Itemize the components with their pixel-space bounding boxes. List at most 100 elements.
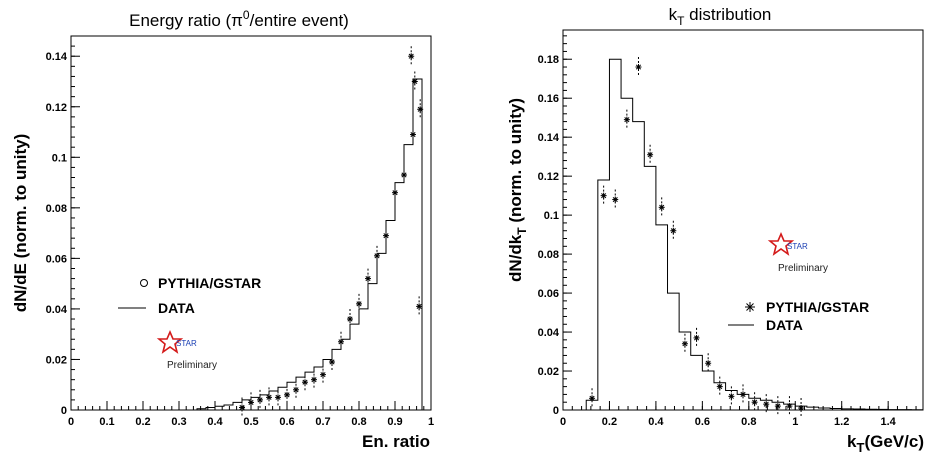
- pythia-data-point: [658, 197, 665, 218]
- x-tick-label: 0.2: [135, 416, 150, 428]
- x-tick-label: 0.4: [648, 416, 664, 428]
- x-tick-label: 0.3: [171, 416, 186, 428]
- pythia-data-point: [302, 372, 308, 393]
- pythia-data-point: [763, 394, 770, 415]
- x-tick-label: 0.2: [602, 416, 617, 428]
- y-tick-label: 0.12: [538, 171, 559, 183]
- y-tick-label: 0.16: [538, 93, 559, 105]
- y-tick-label: 0.06: [46, 253, 67, 265]
- x-tick-label: 0.6: [695, 416, 710, 428]
- pythia-data-point: [774, 396, 781, 417]
- energy-ratio-legend: PYTHIA/GSTAR DATA: [118, 275, 261, 316]
- y-tick-label: 0.02: [46, 354, 67, 366]
- pythia-data-point: [635, 57, 642, 78]
- y-tick-label: 0.04: [538, 327, 560, 339]
- legend-circle-marker: [140, 279, 148, 287]
- pythia-data-point: [401, 164, 407, 185]
- pythia-data-point: [347, 309, 353, 330]
- pythia-data-point: [257, 389, 263, 410]
- kt-plot-frame: [562, 29, 924, 411]
- x-tick-label: 1: [792, 416, 798, 428]
- kt-legend: PYTHIA/GSTAR DATA: [728, 299, 869, 333]
- pythia-data-point: [311, 369, 317, 390]
- pythia-data-point: [600, 185, 607, 206]
- energy-ratio-star-preliminary-badge: STAR Preliminary: [156, 329, 217, 371]
- pythia-data-point: [647, 144, 654, 165]
- kt-x-axis-title: kT(GeV/c): [847, 432, 924, 455]
- pythia-data-point: [623, 109, 630, 130]
- y-tick-label: 0: [61, 405, 67, 417]
- y-tick-label: 0.14: [46, 51, 68, 63]
- pythia-data-point: [284, 384, 290, 405]
- pythia-data-point: [408, 46, 415, 67]
- y-tick-label: 0.04: [46, 304, 68, 316]
- pythia-data-point: [612, 189, 619, 210]
- pythia-data-point: [374, 245, 380, 266]
- kt-data-histogram: [585, 58, 924, 411]
- legend-asterisk-marker: [745, 302, 755, 312]
- pythia-data-point: [383, 225, 389, 246]
- kt-pythia-points: [589, 57, 805, 419]
- energy-ratio-legend-data: DATA: [158, 300, 195, 316]
- x-tick-label: 0: [560, 416, 566, 428]
- y-tick-label: 0.18: [538, 54, 559, 66]
- star-logo-icon: [767, 231, 795, 256]
- pythia-data-point: [392, 182, 398, 203]
- pythia-data-point: [266, 387, 272, 408]
- star-logo-icon: [156, 329, 184, 354]
- x-tick-label: 0.1: [99, 416, 114, 428]
- y-tick-label: 0.08: [46, 203, 67, 215]
- pythia-data-point: [293, 379, 299, 400]
- pythia-data-point: [411, 71, 418, 92]
- pythia-data-point: [338, 331, 344, 352]
- energy-ratio-x-axis-title: En. ratio: [362, 432, 430, 451]
- pythia-data-point: [329, 351, 335, 372]
- pythia-data-point: [705, 353, 712, 374]
- star-logo-text: STAR: [787, 242, 808, 251]
- x-tick-label: 0.8: [741, 416, 756, 428]
- pythia-data-point: [693, 327, 700, 348]
- energy-ratio-y-axis-title: dN/dE (norm. to unity): [11, 134, 30, 312]
- energy-ratio-chart-title: Energy ratio (π0/entire event): [129, 8, 349, 30]
- pythia-data-point: [416, 296, 423, 317]
- kt-distribution-chart: kT distribution 0 0.02 0.04 0.06 0.08 0.1 0.12…: [506, 5, 924, 455]
- pythia-data-point: [410, 124, 416, 145]
- pythia-data-point: [239, 397, 245, 418]
- pythia-data-point: [417, 99, 424, 120]
- preliminary-label: Preliminary: [778, 263, 828, 274]
- x-tick-label: 0.6: [279, 416, 294, 428]
- pythia-data-point: [275, 387, 281, 408]
- x-tick-label: 0.5: [243, 416, 258, 428]
- pythia-data-point: [365, 268, 371, 289]
- pythia-data-point: [670, 220, 677, 241]
- y-tick-label: 0: [553, 405, 559, 417]
- kt-y-axis-title: dN/dkT (norm. to unity): [506, 98, 529, 282]
- x-tick-label: 1: [428, 416, 434, 428]
- kt-star-preliminary-badge: STAR Preliminary: [767, 231, 828, 274]
- pythia-data-point: [798, 398, 805, 419]
- energy-ratio-plot-frame: [70, 35, 432, 411]
- y-tick-label: 0.06: [538, 288, 559, 300]
- x-tick-label: 0.9: [387, 416, 402, 428]
- y-tick-label: 0.1: [544, 210, 559, 222]
- pythia-data-point: [356, 293, 362, 314]
- x-tick-label: 0.8: [351, 416, 366, 428]
- kt-legend-pythia: PYTHIA/GSTAR: [766, 299, 869, 315]
- kt-legend-data: DATA: [766, 317, 803, 333]
- pythia-data-point: [320, 364, 326, 385]
- y-tick-label: 0.1: [52, 152, 67, 164]
- pythia-data-point: [248, 392, 254, 413]
- y-tick-label: 0.02: [538, 366, 559, 378]
- energy-ratio-chart: Energy ratio (π0/entire event) 0 0.02 0.04…: [11, 8, 434, 451]
- x-tick-label: 1.4: [881, 416, 897, 428]
- x-tick-label: 1.2: [834, 416, 849, 428]
- pythia-data-point: [751, 392, 758, 413]
- y-tick-label: 0.12: [46, 102, 67, 114]
- energy-ratio-pythia-points: [239, 46, 424, 418]
- pythia-data-point: [716, 376, 723, 397]
- pythia-data-point: [786, 396, 793, 417]
- kt-chart-title: kT distribution: [669, 5, 772, 28]
- preliminary-label: Preliminary: [167, 360, 217, 371]
- pythia-data-point: [728, 386, 735, 407]
